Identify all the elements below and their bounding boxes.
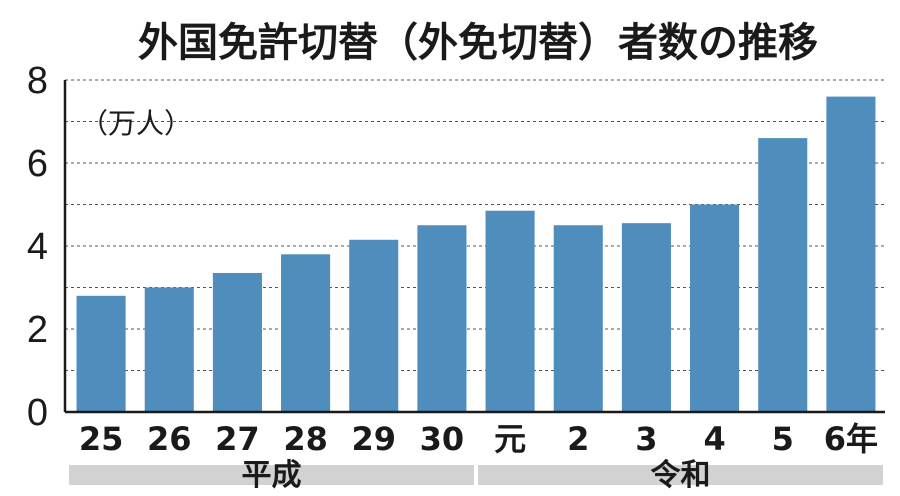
bar <box>417 225 467 412</box>
gridlines <box>65 79 885 371</box>
bar <box>212 272 262 412</box>
x-tick-label: 30 <box>420 420 465 458</box>
bar <box>826 96 876 412</box>
bar <box>485 210 535 412</box>
y-tick-label: 2 <box>27 309 48 351</box>
bars <box>76 96 876 412</box>
bar <box>621 223 671 412</box>
x-tick-label: 28 <box>283 420 328 458</box>
era-label: 平成 <box>242 458 302 493</box>
bar <box>758 138 808 412</box>
bar <box>76 295 126 412</box>
era-band <box>69 465 474 485</box>
x-tick-label: 4 <box>703 420 725 458</box>
y-tick-labels: 0 2 4 6 8 <box>27 60 48 434</box>
unit-label: （万人） <box>80 107 192 140</box>
bar <box>144 287 194 412</box>
bar <box>281 254 331 412</box>
bar <box>553 225 603 412</box>
bar <box>349 239 399 412</box>
x-tick-label: 元 <box>494 420 526 458</box>
x-tick-label: 3 <box>635 420 657 458</box>
y-tick-label: 8 <box>27 60 48 102</box>
x-tick-label: 25 <box>79 420 124 458</box>
y-tick-label: 4 <box>27 226 48 268</box>
era-groups: 平成 令和 <box>69 458 883 493</box>
chart-title: 外国免許切替（外免切替）者数の推移 <box>138 20 818 66</box>
bar <box>690 204 740 412</box>
x-tick-label: 29 <box>351 420 396 458</box>
era-label: 令和 <box>651 458 711 493</box>
y-tick-label: 6 <box>27 143 48 185</box>
x-tick-label: 2 <box>567 420 589 458</box>
x-tick-label: 27 <box>215 420 260 458</box>
x-tick-label: 5 <box>772 420 794 458</box>
x-tick-label: 6年 <box>824 420 878 458</box>
x-tick-label: 26 <box>147 420 192 458</box>
x-tick-labels: 25 26 27 28 29 30 元 2 3 4 5 6年 <box>79 420 878 458</box>
y-tick-label: 0 <box>27 392 48 434</box>
era-band <box>478 465 883 485</box>
